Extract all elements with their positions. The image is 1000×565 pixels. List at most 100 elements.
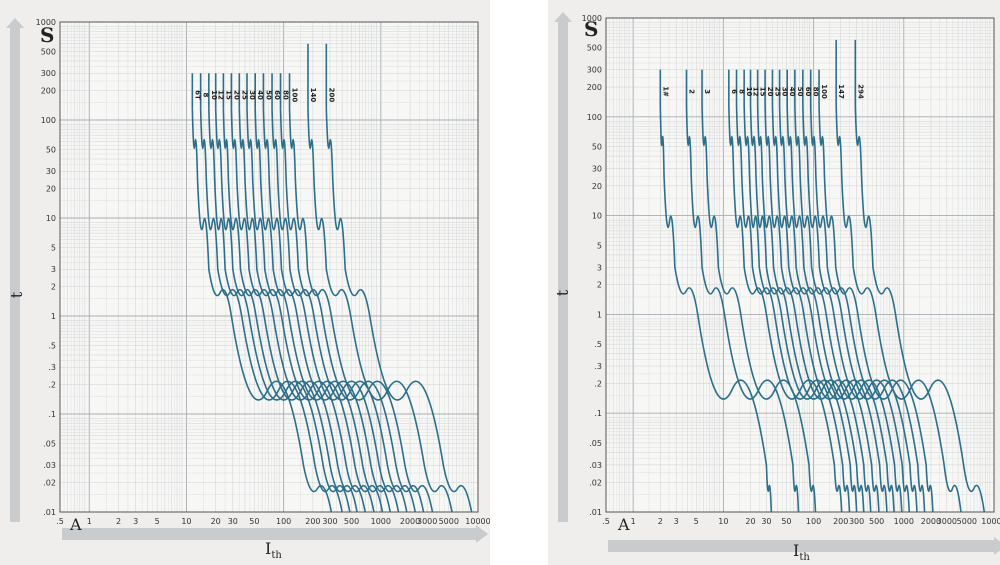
curve-label: 147 <box>837 84 845 99</box>
curve-label: 50 <box>264 90 272 100</box>
y-tick-label: 100 <box>41 116 56 125</box>
x-tick-label: 30 <box>761 517 771 526</box>
chart-panel-right: 1000 500 300 200 100 50 30 20 10 5 3 2 1.5.3.2.1.05.… <box>548 0 1000 565</box>
y-tick-label: 3 <box>51 265 56 274</box>
curve-label: 60 <box>273 90 281 100</box>
y-axis-label: t <box>7 291 26 298</box>
x-tick-label: 2 <box>658 517 663 526</box>
y-tick-label: 1000 <box>582 14 602 23</box>
chart-panel-left: 1000 500 300 200 100 50 30 20 10 5 3 2 1.5.3.2.1.05.… <box>0 0 490 565</box>
y-tick-label: .5 <box>48 342 56 351</box>
axis-arrow-vertical <box>554 12 572 522</box>
curve-6 <box>728 105 843 513</box>
curve-label: 8 <box>738 89 746 94</box>
curve-50 <box>262 108 408 513</box>
curve-30 <box>778 105 895 513</box>
y-tick-label: 10 <box>592 212 602 221</box>
x-tick-label: 500 <box>344 517 359 526</box>
curves <box>659 39 986 513</box>
curve-label: 25 <box>240 90 248 100</box>
curve-label: 12 <box>217 90 225 100</box>
curve-label: 25 <box>773 87 781 97</box>
y-tick-label: .02 <box>43 478 56 487</box>
x-tick-label: 1 <box>87 517 92 526</box>
curve-label: 15 <box>224 90 232 100</box>
curve-100 <box>288 108 434 513</box>
curve-label: 60 <box>804 87 812 97</box>
x-tick-label: 10 <box>181 517 191 526</box>
plot-frame <box>605 17 995 513</box>
tcc-chart-left: 1000500300200100503020105321.5.3.2.1.05.… <box>6 18 490 561</box>
y-tick-label: .03 <box>43 461 56 470</box>
x-tick-label: .5 <box>56 517 64 526</box>
curve-label: 2 <box>687 89 695 94</box>
y-tick-label: 50 <box>592 143 602 152</box>
y-tick-label: .05 <box>43 440 56 449</box>
x-tick-label: 20 <box>211 517 221 526</box>
x-tick-label: .5 <box>602 517 610 526</box>
curve-label: 294 <box>856 84 864 99</box>
curve-12 <box>749 105 865 513</box>
curve-8 <box>199 108 343 513</box>
curve-label: 40 <box>256 90 264 100</box>
y-tick-label: 300 <box>587 66 602 75</box>
curve-1# <box>659 105 773 513</box>
x-unit-label: A <box>617 515 630 534</box>
x-tick-label: 3 <box>133 517 138 526</box>
x-tick-label: 2000 <box>921 517 941 526</box>
curve-label: 200 <box>327 88 335 103</box>
y-tick-label: .05 <box>589 439 602 448</box>
curve-label: 100 <box>291 88 299 103</box>
curve-label: 40 <box>788 87 796 97</box>
curve-15 <box>222 108 366 513</box>
y-tick-label: 20 <box>592 182 602 191</box>
axis-arrow-horizontal <box>62 525 488 543</box>
x-tick-label: 500 <box>869 517 884 526</box>
curve-25 <box>238 108 384 513</box>
x-tick-label: 200 <box>833 517 848 526</box>
x-tick-label: 50 <box>249 517 259 526</box>
curve-label: 80 <box>812 87 820 97</box>
x-tick-label: 2 <box>116 517 121 526</box>
y-tick-label: 1000 <box>36 18 56 27</box>
x-tick-label: 1000 <box>371 517 391 526</box>
grid <box>605 18 994 513</box>
y-unit-label: S <box>40 23 54 47</box>
x-tick-label: 2000 <box>400 517 420 526</box>
y-tick-label: .02 <box>589 478 602 487</box>
y-tick-label: 5 <box>51 244 56 253</box>
y-tick-label: 30 <box>46 167 56 176</box>
curve-20 <box>230 108 375 513</box>
curve-30 <box>246 108 392 513</box>
x-tick-label: 30 <box>228 517 238 526</box>
curve-8 <box>735 105 851 513</box>
curve-80 <box>279 108 425 513</box>
x-tick-label: 10000 <box>465 517 490 526</box>
y-tick-label: 20 <box>46 184 56 193</box>
axis-arrow-vertical <box>6 18 24 522</box>
x-tick-label: 5 <box>694 517 699 526</box>
curve-2 <box>685 105 800 513</box>
curve-80 <box>809 105 926 513</box>
curve-10 <box>208 108 351 513</box>
curve-label: 3 <box>703 89 711 94</box>
x-tick-label: 5000 <box>439 517 459 526</box>
y-tick-label: .3 <box>48 363 56 372</box>
curve-label: 8 <box>202 93 210 98</box>
y-tick-label: 200 <box>587 83 602 92</box>
curve-label: 80 <box>282 90 290 100</box>
curve-25 <box>771 105 888 513</box>
x-tick-label: 5 <box>155 517 160 526</box>
plot-frame <box>59 21 479 513</box>
y-tick-label: 500 <box>587 44 602 53</box>
curve-12 <box>214 108 358 513</box>
plot-area <box>60 22 478 512</box>
curve-20 <box>764 105 880 513</box>
y-tick-label: .03 <box>589 461 602 470</box>
curves <box>191 43 473 513</box>
curve-label: 20 <box>766 87 774 97</box>
curve-147 <box>835 105 962 513</box>
curve-10 <box>743 105 858 513</box>
y-tick-label: 1 <box>597 310 602 319</box>
y-tick-label: 10 <box>46 214 56 223</box>
